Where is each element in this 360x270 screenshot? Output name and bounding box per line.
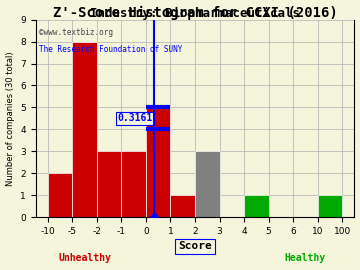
Text: 0.3161: 0.3161 [117,113,153,123]
Bar [146,107,171,217]
X-axis label: Score: Score [178,241,212,251]
Bar [121,151,146,217]
Text: Industry: Biopharmaceuticals: Industry: Biopharmaceuticals [90,7,300,20]
Bar [195,151,220,217]
Y-axis label: Number of companies (30 total): Number of companies (30 total) [5,51,14,186]
Text: ©www.textbiz.org: ©www.textbiz.org [39,28,113,37]
Text: Healthy: Healthy [285,252,326,262]
Bar [244,195,269,217]
Bar [171,195,195,217]
Bar [72,42,97,217]
Text: Unhealthy: Unhealthy [58,252,111,262]
Bar [318,195,342,217]
Title: Z'-Score Histogram for CCXI (2016): Z'-Score Histogram for CCXI (2016) [53,6,337,20]
Bar [97,151,121,217]
Bar [48,173,72,217]
Text: The Research Foundation of SUNY: The Research Foundation of SUNY [39,45,182,54]
